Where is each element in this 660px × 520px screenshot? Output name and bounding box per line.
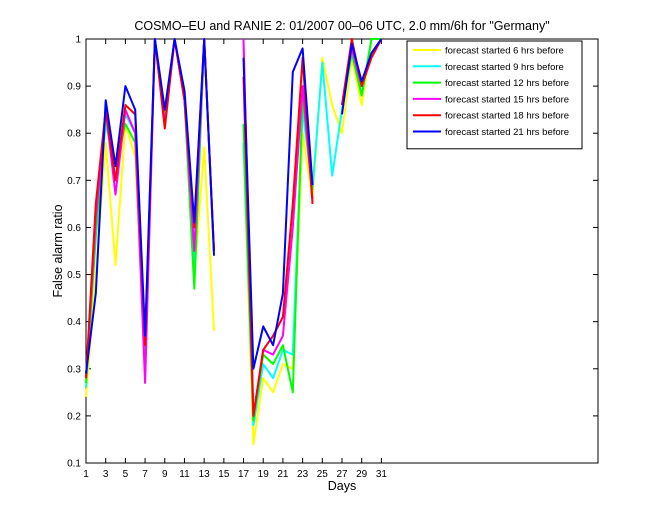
axis-ticks: 1 3 5 7 9 11 13 15 17 19 21 23 25 27 29 310.10.20.30.40…: [67, 35, 598, 480]
x-tick-label: 11: [179, 469, 190, 480]
x-tick-label: 21: [277, 469, 289, 480]
x-tick-label: 3: [103, 469, 109, 480]
x-tick-label: 5: [123, 469, 129, 480]
x-tick-label: 27: [336, 469, 348, 480]
y-tick-label: 0.6: [67, 223, 81, 234]
x-tick-label: 13: [199, 469, 211, 480]
legend: forecast started 6 hrs before forecast st…: [406, 40, 583, 150]
y-tick-label: 0.4: [67, 317, 81, 328]
series-line-6: [85, 38, 383, 374]
x-tick-label: 23: [297, 469, 309, 480]
legend-entry: forecast started 9 hrs before: [445, 62, 564, 73]
y-tick-label: 0.9: [67, 82, 81, 93]
y-tick-label: 0.5: [67, 270, 81, 281]
legend-entry: forecast started 6 hrs before: [445, 46, 564, 57]
legend-entry: forecast started 15 hrs before: [445, 94, 569, 105]
series-lines: [85, 38, 383, 446]
x-axis-label: Days: [328, 479, 356, 493]
chart-title: COSMO–EU and RANIE 2: 01/2007 00–06 UTC,…: [134, 19, 549, 33]
x-tick-label: 17: [238, 469, 250, 480]
x-tick-label: 15: [218, 469, 230, 480]
legend-entry: forecast started 18 hrs before: [445, 111, 569, 122]
x-tick-label: 19: [258, 469, 270, 480]
x-tick-label: 7: [142, 469, 148, 480]
y-tick-label: 0.1: [67, 459, 81, 470]
legend-entry: forecast started 21 hrs before: [445, 127, 569, 138]
x-tick-label: 1: [83, 469, 89, 480]
x-tick-label: 29: [356, 469, 368, 480]
y-axis-label: False alarm ratio: [51, 204, 65, 297]
y-tick-label: 0.7: [67, 176, 81, 187]
y-tick-label: 1: [75, 35, 81, 46]
x-tick-label: 25: [317, 469, 329, 480]
y-tick-label: 0.3: [67, 364, 81, 375]
x-tick-label: 9: [162, 469, 168, 480]
y-tick-label: 0.2: [67, 411, 81, 422]
legend-entry: forecast started 12 hrs before: [445, 78, 569, 89]
y-tick-label: 0.8: [67, 129, 81, 140]
x-tick-label: 31: [376, 469, 388, 480]
